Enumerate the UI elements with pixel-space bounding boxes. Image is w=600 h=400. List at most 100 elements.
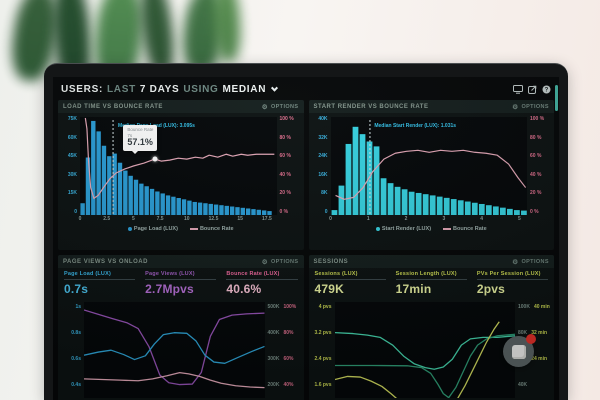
plot-area[interactable]: [334, 302, 515, 398]
histogram-bar[interactable]: [240, 207, 245, 215]
histogram-bar[interactable]: [80, 203, 85, 215]
histogram-bar[interactable]: [401, 189, 407, 215]
histogram-bar[interactable]: [117, 162, 123, 215]
histogram-bar[interactable]: [506, 208, 513, 215]
histogram-bar[interactable]: [394, 186, 400, 215]
histogram-bar[interactable]: [96, 131, 101, 215]
dashboard-title-dropdown[interactable]: USERS: LAST 7 DAYS USING MEDIAN: [61, 84, 279, 95]
histogram-bar[interactable]: [415, 192, 422, 215]
legend-item[interactable]: Bounce Rate: [189, 226, 234, 232]
histogram-bar[interactable]: [450, 199, 457, 215]
histogram-bar[interactable]: [155, 191, 160, 215]
histogram-bar[interactable]: [251, 209, 256, 215]
histogram-bar[interactable]: [101, 145, 107, 215]
histogram-bar[interactable]: [366, 141, 372, 216]
plot-area[interactable]: [84, 302, 265, 398]
histogram-bar[interactable]: [229, 206, 235, 215]
histogram-bar[interactable]: [408, 191, 415, 215]
histogram-bar[interactable]: [380, 178, 386, 215]
histogram-bar[interactable]: [422, 194, 429, 215]
legend-label: Start Render (LUX): [381, 226, 432, 232]
histogram-bar[interactable]: [471, 202, 478, 215]
y-axis-tick: 500K: [267, 304, 280, 310]
median-annotation: Median Start Render (LUX): 1.031s: [374, 122, 457, 129]
x-axis-tick: 12.5: [208, 216, 219, 222]
histogram-bar[interactable]: [485, 205, 492, 215]
y-axis-tick: 80%: [283, 330, 294, 336]
histogram-bar[interactable]: [245, 208, 251, 215]
histogram-bar[interactable]: [261, 210, 267, 215]
histogram-bar[interactable]: [192, 201, 197, 215]
histogram-bar[interactable]: [123, 170, 128, 215]
histogram-bar[interactable]: [176, 198, 181, 215]
y-axis-tick-row: 100K 40 min: [518, 305, 550, 310]
histogram-bar[interactable]: [429, 195, 436, 215]
screenshot-widget-button[interactable]: [503, 334, 536, 367]
histogram-bar[interactable]: [436, 196, 443, 215]
histogram-bar[interactable]: [464, 201, 471, 215]
svg-text:?: ?: [545, 87, 549, 93]
histogram-bar[interactable]: [85, 157, 91, 215]
histogram-bar[interactable]: [165, 195, 171, 215]
options-button[interactable]: OPTIONS: [262, 258, 299, 266]
histogram-bar[interactable]: [149, 188, 155, 215]
histogram-bar[interactable]: [235, 207, 240, 215]
histogram-bar[interactable]: [160, 193, 165, 215]
legend-item[interactable]: Page Load (LUX): [127, 226, 178, 232]
legend-line-swatch: [443, 228, 452, 230]
histogram-bar[interactable]: [352, 126, 358, 215]
histogram-bar[interactable]: [203, 203, 208, 215]
right-axis: 100 % 80 % 60 % 40 % 20 % 0 %: [277, 117, 301, 215]
document-icon: [511, 344, 526, 359]
export-icon[interactable]: [528, 85, 537, 94]
x-axis-tick: 0: [329, 216, 332, 222]
histogram-bar[interactable]: [181, 199, 187, 215]
histogram-bar[interactable]: [499, 207, 506, 215]
histogram-bar[interactable]: [478, 203, 485, 215]
histogram-bar[interactable]: [443, 197, 450, 215]
histogram-bar[interactable]: [387, 183, 393, 215]
y-axis-tick: 75K: [67, 116, 77, 122]
histogram-bar[interactable]: [139, 183, 144, 215]
histogram-bar[interactable]: [520, 210, 527, 215]
options-button[interactable]: OPTIONS: [512, 258, 549, 266]
options-button[interactable]: OPTIONS: [512, 103, 549, 111]
histogram-bar[interactable]: [331, 210, 337, 215]
histogram-bar[interactable]: [267, 211, 272, 215]
histogram-bar[interactable]: [187, 200, 192, 215]
histogram-bar[interactable]: [359, 134, 365, 215]
histogram-bar[interactable]: [219, 205, 224, 215]
display-icon[interactable]: [513, 84, 523, 94]
scrollbar[interactable]: [555, 85, 558, 111]
panel-header: LOAD TIME VS BOUNCE RATE OPTIONS: [58, 100, 304, 113]
histogram-bar[interactable]: [171, 196, 176, 215]
histogram-bar[interactable]: [373, 146, 379, 215]
histogram-bar[interactable]: [144, 186, 149, 215]
histogram-bar[interactable]: [213, 204, 219, 215]
histogram-bar[interactable]: [208, 203, 213, 215]
plot-area[interactable]: 0 1 2 3 4 5 Median Start Render (LUX): 1.031s: [329, 117, 527, 222]
histogram-bar[interactable]: [513, 210, 520, 215]
histogram-bar[interactable]: [224, 205, 229, 215]
histogram-bar[interactable]: [256, 209, 262, 215]
histogram-bar[interactable]: [338, 185, 344, 215]
histogram-bar[interactable]: [492, 206, 499, 215]
histogram-bar[interactable]: [128, 175, 133, 215]
legend-item[interactable]: Bounce Rate: [443, 226, 487, 232]
y-axis-tick-row: 300K 60%: [268, 357, 294, 362]
stat-label: Page Load (LUX): [64, 271, 136, 280]
histogram-bar[interactable]: [133, 179, 139, 215]
laptop-screen: USERS: LAST 7 DAYS USING MEDIAN ?: [53, 77, 559, 400]
histogram-bar[interactable]: [197, 202, 203, 215]
histogram-bar[interactable]: [107, 156, 112, 215]
options-button[interactable]: OPTIONS: [262, 103, 299, 111]
legend-item[interactable]: Start Render (LUX): [375, 226, 432, 232]
histogram-bar[interactable]: [457, 200, 464, 215]
histogram-bar[interactable]: [345, 143, 351, 215]
histogram-bar[interactable]: [112, 153, 117, 215]
help-icon[interactable]: ?: [542, 85, 551, 94]
x-axis-tick: 7.5: [156, 216, 164, 222]
histogram-bar[interactable]: [91, 120, 96, 215]
